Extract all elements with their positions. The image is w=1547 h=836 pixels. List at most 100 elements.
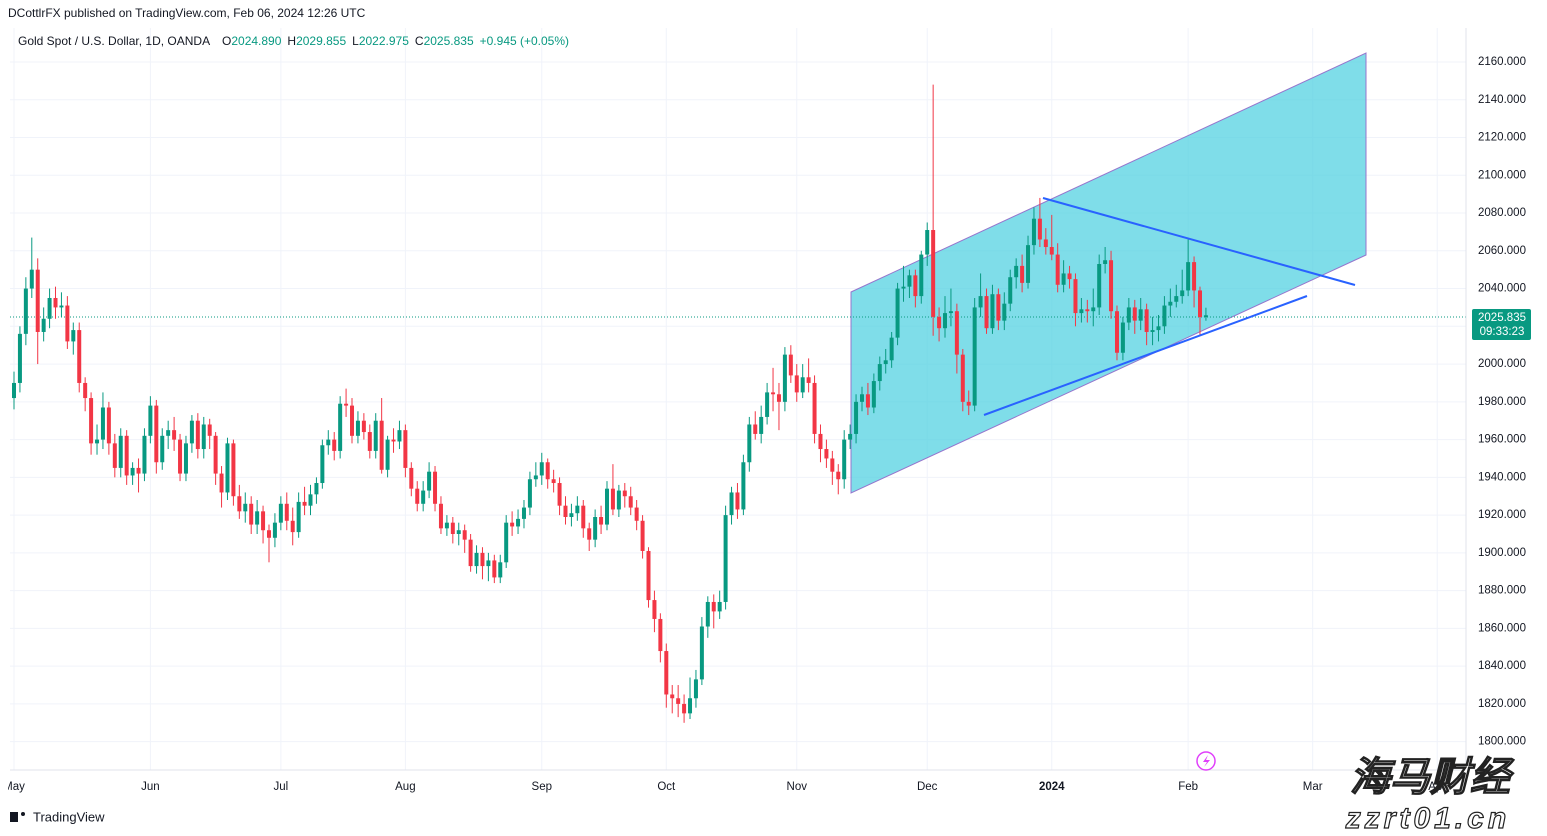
- candle-body: [747, 424, 752, 463]
- candle-body: [640, 520, 645, 551]
- candle-body: [1014, 265, 1019, 278]
- y-tick-label: 1820.000: [1478, 698, 1526, 710]
- candle-body: [433, 471, 438, 504]
- candle-body: [415, 488, 420, 504]
- candle-body: [172, 430, 177, 440]
- candle-body: [1156, 326, 1161, 331]
- candle-body: [438, 503, 443, 529]
- ohlc-prefix: O: [222, 34, 231, 48]
- candle-body: [557, 483, 562, 506]
- y-tick-label: 2000.000: [1478, 358, 1526, 370]
- candle-body: [581, 505, 586, 529]
- candle-body: [1002, 303, 1007, 321]
- ohlc-values: O2024.890 H2029.855 L2022.975 C2025.835 +0.9…: [222, 34, 569, 48]
- candle-body: [527, 479, 532, 508]
- logo-dot: [21, 812, 25, 816]
- candle-body: [996, 294, 1001, 321]
- event-icon[interactable]: [1196, 751, 1216, 771]
- y-tick-label: 2040.000: [1478, 283, 1526, 295]
- candle-body: [391, 439, 396, 442]
- candle-body: [605, 488, 609, 525]
- candle-body: [931, 230, 936, 317]
- ohlc-value: 2029.855: [296, 34, 346, 48]
- y-tick-label: 1920.000: [1478, 509, 1526, 521]
- watermark-site: zzrt01.cn: [1345, 802, 1510, 835]
- y-tick-label: 1880.000: [1478, 585, 1526, 597]
- candle-body: [622, 490, 627, 497]
- last-price-label: 2025.835: [1478, 312, 1526, 324]
- candle-body: [178, 439, 183, 474]
- candle-body: [474, 552, 479, 567]
- candle-body: [960, 354, 965, 402]
- candle-body: [545, 462, 550, 480]
- candle-body: [1114, 311, 1119, 353]
- candle-body: [1144, 309, 1149, 332]
- candle-body: [776, 394, 781, 402]
- candle-body: [533, 475, 538, 480]
- ohlc-value: 2024.890: [231, 34, 281, 48]
- candle-body: [166, 430, 171, 436]
- candle-body: [207, 424, 212, 436]
- x-tick-label: Mar: [1303, 781, 1323, 793]
- candle-body: [729, 492, 734, 516]
- candle-body: [1073, 279, 1078, 314]
- candle-body: [1031, 218, 1036, 246]
- candle-body: [990, 294, 995, 329]
- candle-body: [89, 398, 94, 444]
- candle-body: [59, 305, 64, 308]
- candle-body: [41, 318, 46, 332]
- candle-body: [1008, 277, 1013, 304]
- last-price-box: [1472, 309, 1531, 340]
- candle-body: [35, 269, 40, 332]
- candle-body: [225, 443, 230, 493]
- candles: [12, 84, 1208, 723]
- candle-body: [735, 492, 740, 510]
- candle-body: [338, 403, 343, 451]
- candle-body: [83, 382, 88, 399]
- candle-body: [913, 275, 918, 297]
- candle-body: [314, 483, 319, 495]
- ohlc-prefix: H: [287, 34, 296, 48]
- candle-body: [1120, 322, 1125, 353]
- candle-body: [148, 405, 153, 436]
- candle-body: [948, 311, 953, 314]
- y-tick-label: 1940.000: [1478, 471, 1526, 483]
- candle-body: [29, 269, 34, 289]
- candle-body: [788, 354, 793, 376]
- candle-body: [628, 496, 633, 508]
- candle-body: [539, 462, 544, 476]
- candle-body: [954, 311, 959, 355]
- candle-body: [794, 375, 799, 393]
- candle-body: [1020, 265, 1025, 283]
- candle-body: [17, 333, 22, 383]
- candle-body: [332, 439, 337, 451]
- candle-body: [854, 401, 859, 434]
- candle-body: [498, 562, 503, 578]
- candle-body: [723, 515, 728, 602]
- candle-body: [616, 490, 621, 510]
- candle-body: [95, 439, 100, 444]
- y-tick-label: 2160.000: [1478, 56, 1526, 68]
- candle-body: [456, 530, 461, 534]
- candle-body: [136, 467, 141, 474]
- trend-line-lower: [983, 295, 1308, 416]
- footer-brand: TradingView: [33, 809, 105, 824]
- candle-body: [652, 600, 657, 619]
- candle-body: [427, 471, 432, 491]
- candle-body: [664, 651, 669, 695]
- candle-body: [302, 501, 307, 506]
- y-tick-label: 1980.000: [1478, 396, 1526, 408]
- y-tick-label: 2120.000: [1478, 132, 1526, 144]
- candle-body: [195, 420, 200, 450]
- candle-body: [468, 539, 473, 567]
- publish-header: DCottlrFX published on TradingView.com, …: [8, 6, 366, 20]
- candle-body: [859, 394, 864, 402]
- candle-body: [1043, 239, 1048, 248]
- candle-body: [705, 601, 710, 627]
- candle-body: [290, 520, 295, 533]
- candle-body: [919, 254, 924, 297]
- candle-body: [1192, 262, 1197, 291]
- candle-body: [1079, 309, 1084, 314]
- parallel-channel: [850, 52, 1367, 494]
- candle-body: [759, 416, 764, 434]
